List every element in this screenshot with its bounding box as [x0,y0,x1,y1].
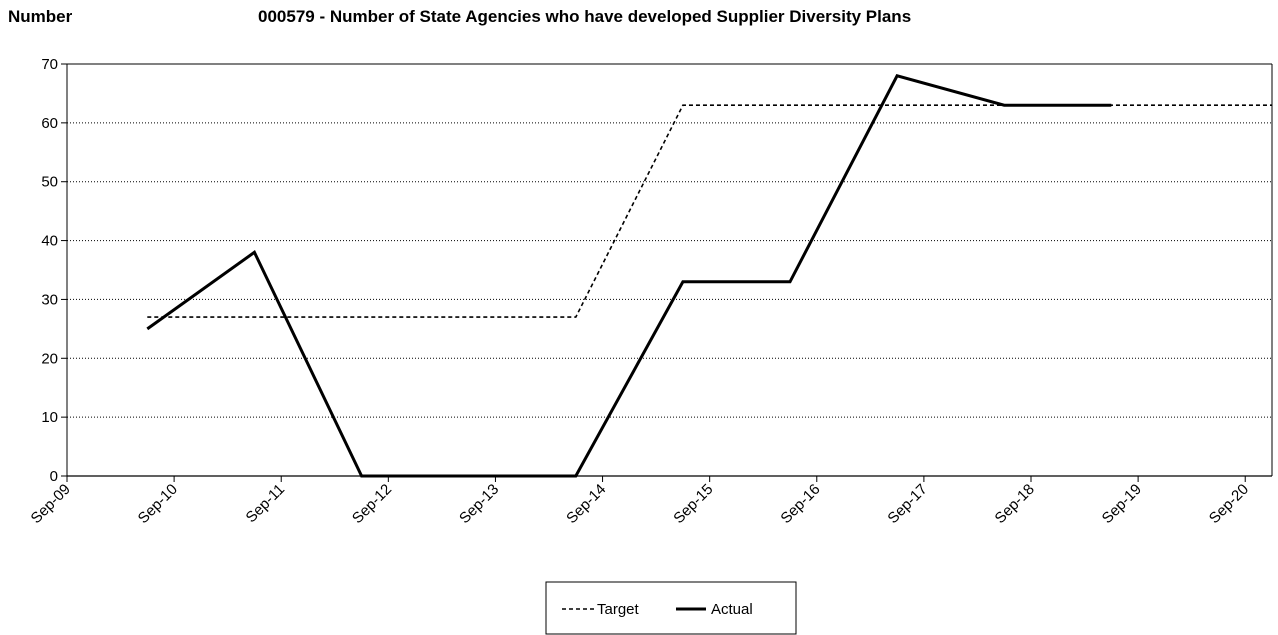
x-tick-label: Sep-17 [884,481,930,527]
x-tick-label: Sep-16 [777,481,823,527]
x-tick-label: Sep-11 [243,481,288,526]
axes [61,63,1273,482]
y-tick-label: 50 [41,174,58,191]
series-line-actual [146,74,1112,478]
y-tick-label: 20 [41,350,58,367]
y-axis-label: Number [8,7,73,26]
x-tick-label: Sep-09 [28,481,74,527]
y-tick-label: 40 [41,233,58,250]
y-tick-label: 70 [41,56,58,73]
legend: Target Actual [545,581,797,635]
x-tick-label: Sep-13 [456,481,502,527]
legend-actual-label: Actual [711,601,753,618]
gridlines [67,63,1272,418]
series-line-target [147,104,1272,318]
series-lines [146,74,1272,478]
x-tick-label: Sep-12 [349,481,395,527]
x-tick-label: Sep-19 [1099,481,1145,527]
x-tick-labels: Sep-09 Sep-10 Sep-11 Sep-12 Sep-13 Sep-14 Sep-… [28,481,1252,527]
y-tick-label: 10 [41,409,58,426]
x-tick-label: Sep-14 [563,481,609,527]
x-tick-label: Sep-20 [1206,481,1252,527]
x-tick-label: Sep-10 [135,481,181,527]
y-tick-label: 30 [41,291,58,308]
legend-box [545,581,797,635]
legend-target-label: Target [597,601,640,618]
y-tick-labels: 0 10 20 30 40 50 60 70 [41,56,58,485]
y-tick-label: 60 [41,115,58,132]
y-tick-label: 0 [50,468,58,485]
x-tick-label: Sep-18 [992,481,1038,527]
chart-title: 000579 - Number of State Agencies who ha… [258,7,912,26]
x-tick-label: Sep-15 [670,481,716,527]
